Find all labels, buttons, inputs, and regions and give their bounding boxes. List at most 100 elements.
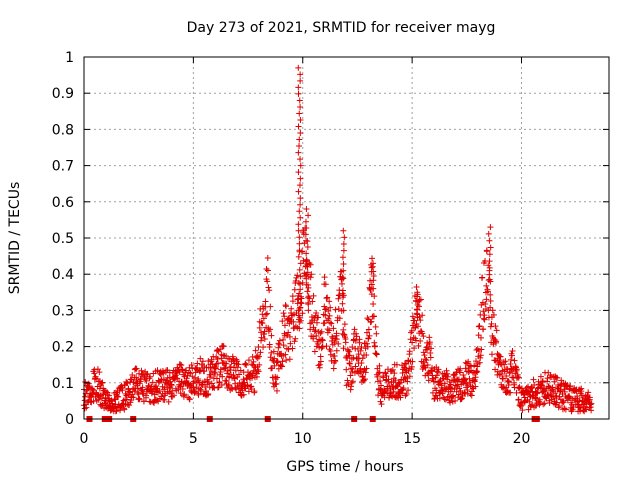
data-point [240, 391, 247, 398]
data-point [340, 260, 347, 267]
x-tick-label: 20 [513, 431, 531, 447]
data-point [408, 363, 415, 370]
data-point [268, 349, 275, 356]
data-point [295, 221, 302, 228]
data-point [358, 360, 365, 367]
data-point [151, 391, 158, 398]
data-point [400, 385, 407, 392]
data-point [489, 307, 496, 314]
data-point [229, 353, 236, 360]
data-point [480, 315, 487, 322]
y-tick-label: 0 [65, 412, 74, 428]
data-point [497, 353, 504, 360]
data-point [546, 399, 553, 406]
data-point [153, 383, 160, 390]
data-point [124, 380, 131, 387]
data-point [296, 318, 303, 325]
data-point [170, 392, 177, 399]
data-point [222, 377, 229, 384]
data-point [376, 362, 383, 369]
data-point [274, 358, 281, 365]
data-point [511, 357, 518, 364]
data-point [289, 298, 296, 305]
data-point [303, 275, 310, 282]
data-point [358, 344, 365, 351]
data-point [477, 354, 484, 361]
data-point [409, 313, 416, 320]
data-point [333, 347, 340, 354]
data-point [364, 315, 371, 322]
data-point [296, 305, 303, 312]
data-point [419, 312, 426, 319]
data-point [135, 395, 142, 402]
data-point [223, 378, 230, 385]
data-point [286, 333, 293, 340]
data-point [512, 363, 519, 370]
data-point [553, 392, 560, 399]
data-point [559, 398, 566, 405]
data-point [339, 287, 346, 294]
data-point [240, 380, 247, 387]
data-point [138, 367, 145, 374]
data-point [365, 326, 372, 333]
data-point [430, 378, 437, 385]
data-point [414, 314, 421, 321]
data-point [307, 274, 314, 281]
data-point [234, 358, 241, 365]
data-point [340, 307, 347, 314]
data-point [411, 345, 418, 352]
data-point [429, 389, 436, 396]
data-point [121, 406, 128, 413]
data-point [549, 384, 556, 391]
data-point [346, 352, 353, 359]
data-point [244, 382, 251, 389]
data-point [292, 335, 299, 342]
data-point [295, 169, 302, 176]
data-point [477, 334, 484, 341]
data-point [295, 279, 302, 286]
data-point [373, 330, 380, 337]
data-point [492, 323, 499, 330]
data-point [297, 195, 304, 202]
data-point [509, 374, 516, 381]
data-point [567, 383, 574, 390]
data-point [476, 359, 483, 366]
data-point [139, 384, 146, 391]
data-point [297, 71, 304, 78]
data-point [534, 385, 541, 392]
data-point [265, 284, 272, 291]
x-tick-label: 10 [294, 431, 312, 447]
data-point [539, 377, 546, 384]
data-point [485, 262, 492, 269]
data-point [507, 356, 514, 363]
data-point [325, 315, 332, 322]
data-point [280, 310, 287, 317]
data-point [264, 278, 271, 285]
data-point [430, 375, 437, 382]
data-point [497, 371, 504, 378]
data-point [328, 320, 335, 327]
data-point [296, 97, 303, 104]
data-point [211, 369, 218, 376]
data-point [486, 237, 493, 244]
data-point [493, 327, 500, 334]
data-point [526, 389, 533, 396]
data-point [299, 310, 306, 317]
data-point [552, 390, 559, 397]
data-point [378, 401, 385, 408]
data-point [183, 375, 190, 382]
data-point [487, 304, 494, 311]
data-point [420, 333, 427, 340]
data-point [502, 358, 509, 365]
data-point [181, 391, 188, 398]
data-point [136, 396, 143, 403]
data-point [472, 383, 479, 390]
data-point [588, 400, 595, 407]
data-point [270, 348, 277, 355]
data-point [507, 389, 514, 396]
data-point [443, 367, 450, 374]
data-point [280, 336, 287, 343]
data-point [447, 399, 454, 406]
data-point [333, 336, 340, 343]
